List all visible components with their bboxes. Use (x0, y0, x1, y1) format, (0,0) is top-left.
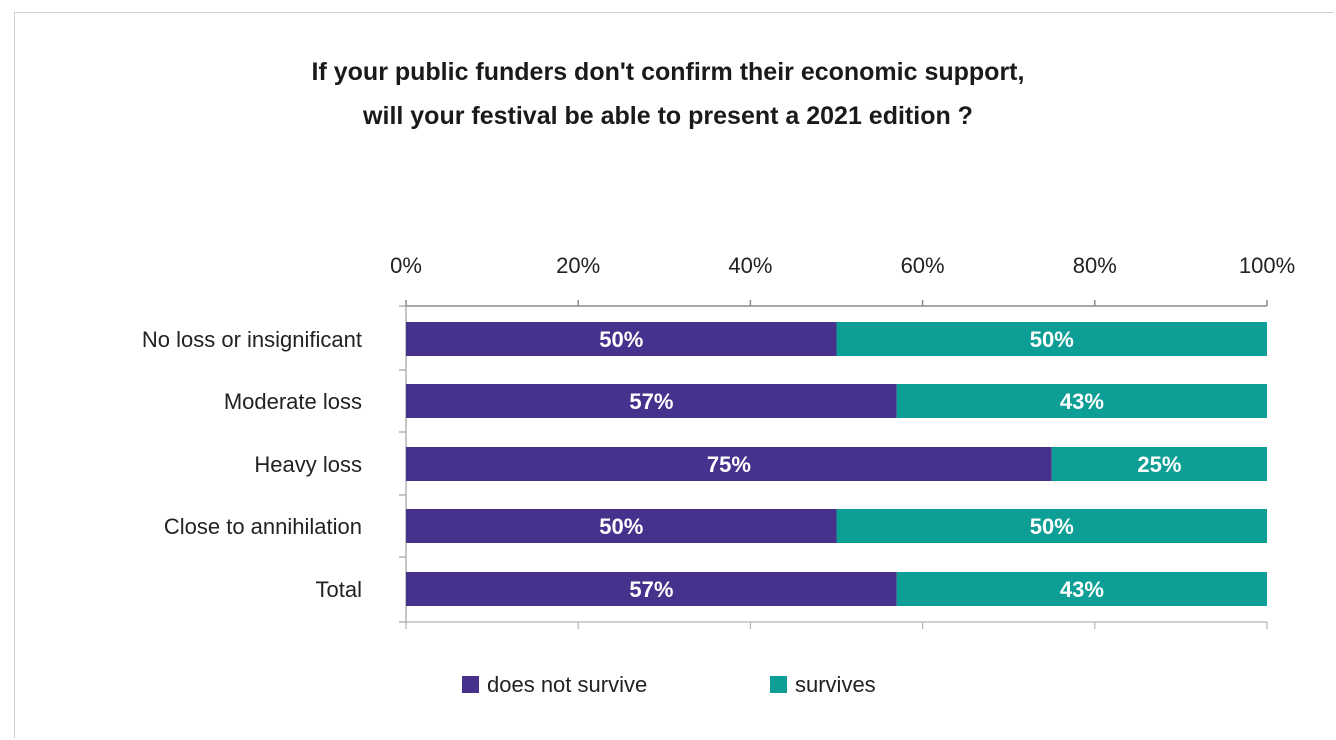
chart-frame (14, 12, 1334, 738)
bar-does-not-survive (406, 509, 837, 543)
legend-swatch (462, 676, 479, 693)
y-tick-label: Moderate loss (224, 389, 362, 414)
chart-title-line: will your festival be able to present a … (362, 102, 973, 130)
x-tick-label: 0% (390, 253, 422, 278)
bar-does-not-survive (406, 447, 1052, 481)
bar-does-not-survive (406, 322, 837, 356)
data-label: 50% (1030, 514, 1074, 539)
legend-swatch (770, 676, 787, 693)
x-tick-label: 80% (1073, 253, 1117, 278)
x-tick-label: 60% (901, 253, 945, 278)
x-tick-label: 40% (728, 253, 772, 278)
y-tick-label: Heavy loss (254, 452, 362, 477)
data-label: 57% (629, 577, 673, 602)
y-tick-label: Total (316, 577, 362, 602)
bar-does-not-survive (406, 384, 897, 418)
bar-survives (1051, 447, 1267, 481)
y-tick-label: Close to annihilation (164, 514, 362, 539)
data-label: 43% (1060, 577, 1104, 602)
data-label: 43% (1060, 389, 1104, 414)
data-label: 25% (1137, 452, 1181, 477)
x-tick-label: 100% (1239, 253, 1295, 278)
data-label: 50% (1030, 327, 1074, 352)
bar-survives (896, 572, 1267, 606)
data-label: 50% (599, 327, 643, 352)
bar-does-not-survive (406, 572, 897, 606)
x-tick-label: 20% (556, 253, 600, 278)
legend-label: does not survive (487, 672, 647, 697)
bar-survives (836, 509, 1267, 543)
chart-title-line: If your public funders don't confirm the… (312, 58, 1025, 86)
data-label: 50% (599, 514, 643, 539)
y-tick-label: No loss or insignificant (142, 327, 362, 352)
bar-survives (896, 384, 1267, 418)
bar-survives (836, 322, 1267, 356)
data-label: 57% (629, 389, 673, 414)
legend-label: survives (795, 672, 876, 697)
data-label: 75% (707, 452, 751, 477)
